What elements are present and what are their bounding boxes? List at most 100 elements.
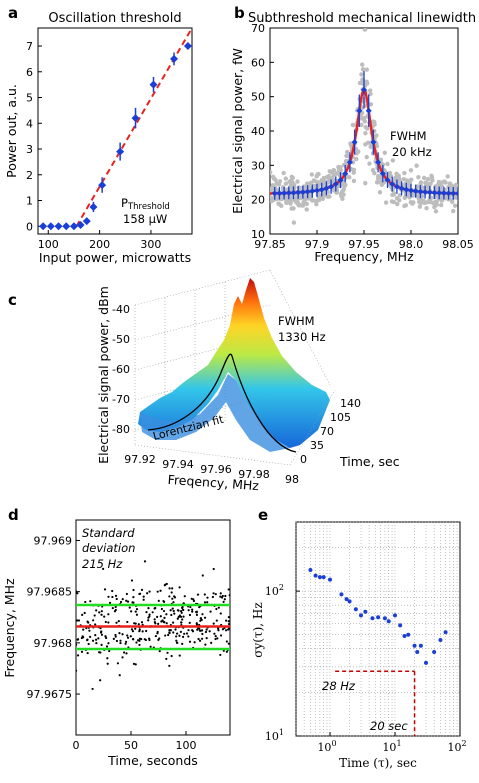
data-point (76, 669, 78, 672)
raw-point (270, 199, 274, 204)
x-tick-label: 98.0 (399, 238, 424, 251)
raw-point (308, 180, 314, 186)
data-point (196, 593, 200, 596)
panel-d-lines (76, 603, 230, 651)
y-tick-label: 20 (251, 194, 265, 207)
data-point (168, 631, 171, 634)
data-point (438, 637, 443, 642)
data-point (214, 593, 217, 596)
raw-point (374, 143, 380, 149)
raw-point (321, 176, 326, 182)
data-point (148, 613, 151, 616)
data-point (183, 595, 186, 598)
raw-point (393, 175, 398, 180)
data-point (130, 610, 133, 613)
data-point (114, 635, 117, 638)
data-point (351, 139, 358, 146)
panel-a-label: a (8, 4, 18, 22)
data-point (132, 588, 135, 592)
data-point (309, 188, 316, 195)
data-point (132, 662, 136, 666)
raw-point (367, 88, 373, 93)
data-point (209, 610, 212, 613)
x-tick-label: 300 (140, 238, 161, 251)
data-point (131, 638, 135, 641)
raw-point (339, 190, 344, 195)
data-point (431, 189, 438, 196)
raw-point (279, 203, 284, 208)
panel-c-surface-front (140, 374, 290, 452)
data-point (363, 609, 368, 614)
data-point (455, 190, 458, 197)
data-point (99, 679, 102, 682)
data-point (192, 598, 195, 601)
data-point (203, 616, 207, 619)
data-point (193, 641, 196, 644)
panel-a-threshold-label: PThreshold (121, 196, 170, 212)
data-point (227, 642, 230, 645)
data-point (148, 590, 151, 593)
raw-point (364, 67, 369, 72)
raw-point (363, 180, 368, 186)
y-tick-label: 6 (26, 66, 33, 79)
data-point (153, 618, 156, 621)
data-point (170, 54, 179, 63)
data-point (424, 660, 429, 665)
raw-point (360, 62, 365, 67)
data-point (339, 592, 344, 597)
y-tick-label: 50 (251, 91, 265, 104)
data-point (168, 595, 171, 598)
data-point (197, 637, 200, 641)
data-point (165, 613, 168, 616)
data-point (215, 619, 218, 622)
data-point (225, 619, 228, 622)
raw-point (372, 170, 377, 176)
data-point (227, 588, 230, 591)
data-point (116, 147, 125, 156)
data-point (365, 107, 372, 114)
data-point (176, 641, 179, 644)
panel-d-ann-line1: Standard (82, 526, 135, 540)
data-point (314, 187, 320, 194)
x-tick-label: 97.98 (238, 468, 270, 481)
data-point (148, 615, 151, 618)
data-point (82, 636, 85, 639)
data-point (432, 650, 437, 655)
raw-point (429, 175, 435, 180)
raw-point (424, 200, 430, 205)
data-point (213, 632, 216, 635)
raw-point (315, 172, 320, 177)
data-point (147, 619, 150, 622)
data-point (126, 620, 129, 624)
raw-point (362, 28, 368, 32)
data-point (126, 636, 130, 639)
raw-point (304, 201, 309, 207)
data-point (440, 190, 447, 197)
panel-e-ann-sec: 20 sec (370, 719, 408, 733)
data-point (375, 159, 382, 166)
data-point (163, 616, 166, 619)
panel-a-threshold-main: P (121, 196, 128, 210)
data-point (80, 650, 84, 653)
data-point (107, 613, 110, 616)
data-point (95, 609, 98, 612)
data-point (125, 652, 128, 655)
panel-b: b Subthreshold mechanical linewidth 97.8… (230, 4, 476, 264)
data-point (227, 622, 230, 626)
raw-point (281, 170, 286, 176)
data-point (164, 583, 167, 586)
data-point (443, 630, 448, 635)
data-point (188, 621, 191, 624)
data-point (134, 627, 137, 630)
panel-c-fwhm-value: 1330 Hz (278, 330, 326, 344)
data-point (346, 159, 353, 166)
data-point (199, 617, 203, 620)
raw-point (310, 198, 315, 203)
panel-b-binned-points (271, 71, 458, 200)
raw-point (314, 202, 319, 207)
panel-a-points (39, 42, 192, 231)
raw-point (295, 200, 300, 206)
data-point (131, 114, 140, 123)
raw-point (414, 163, 419, 168)
raw-point (279, 196, 284, 202)
